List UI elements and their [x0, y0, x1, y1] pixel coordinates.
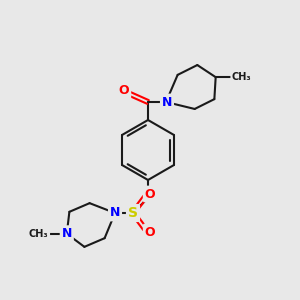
- Text: CH₃: CH₃: [29, 229, 49, 239]
- Text: S: S: [128, 206, 138, 220]
- Text: N: N: [110, 206, 120, 220]
- Text: O: O: [145, 226, 155, 238]
- Text: N: N: [61, 227, 72, 240]
- Text: N: N: [162, 95, 172, 109]
- Text: O: O: [119, 85, 129, 98]
- Text: O: O: [145, 188, 155, 200]
- Text: CH₃: CH₃: [232, 72, 251, 82]
